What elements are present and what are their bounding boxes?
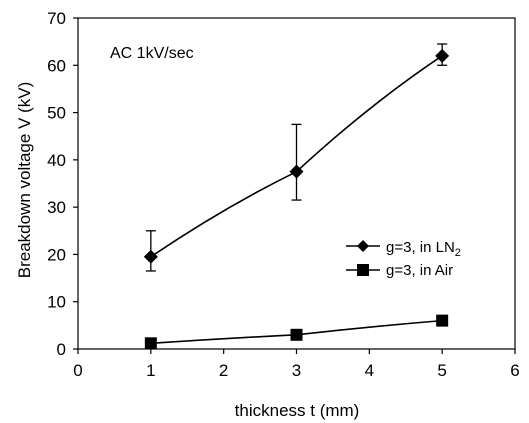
legend-label-ln2: g=3, in LN2: [386, 239, 461, 259]
data-point-air: [144, 337, 157, 350]
x-tick-label: 4: [365, 361, 374, 380]
data-point-ln2: [143, 249, 158, 264]
y-tick-label: 60: [47, 56, 66, 75]
y-tick-label: 70: [47, 9, 66, 28]
legend-marker-diamond: [357, 240, 369, 252]
legend-label-ln2-main: g=3, in LN: [386, 239, 455, 256]
y-tick-label: 10: [47, 293, 66, 312]
x-axis-ticks: 0 1 2 3 4 5 6: [73, 349, 520, 380]
data-point-air: [290, 328, 303, 341]
y-tick-label: 40: [47, 151, 66, 170]
legend-marker-square: [357, 264, 369, 276]
y-tick-label: 20: [47, 245, 66, 264]
data-point-air: [436, 314, 449, 327]
legend-label-air: g=3, in Air: [386, 262, 453, 279]
legend: g=3, in LN2 g=3, in Air: [346, 239, 461, 279]
x-tick-label: 6: [510, 361, 519, 380]
y-tick-label: 0: [57, 340, 66, 359]
data-point-ln2: [435, 48, 450, 63]
y-tick-label: 30: [47, 198, 66, 217]
y-tick-label: 50: [47, 104, 66, 123]
legend-entry-air: g=3, in Air: [346, 262, 453, 279]
y-axis-ticks: 0 10 20 30 40 50 60 70: [47, 9, 78, 359]
chart-annotation: AC 1kV/sec: [110, 45, 194, 62]
x-tick-label: 0: [73, 361, 82, 380]
legend-label-ln2-subscript: 2: [455, 247, 461, 259]
legend-entry-ln2: g=3, in LN2: [346, 239, 461, 259]
x-tick-label: 2: [219, 361, 228, 380]
data-point-ln2: [289, 164, 304, 179]
x-tick-label: 5: [437, 361, 446, 380]
x-tick-label: 1: [146, 361, 155, 380]
data-series: [143, 43, 450, 350]
x-axis-title: thickness t (mm): [235, 401, 360, 420]
x-tick-label: 3: [292, 361, 301, 380]
y-axis-title: Breakdown voltage V (kV): [15, 82, 34, 279]
